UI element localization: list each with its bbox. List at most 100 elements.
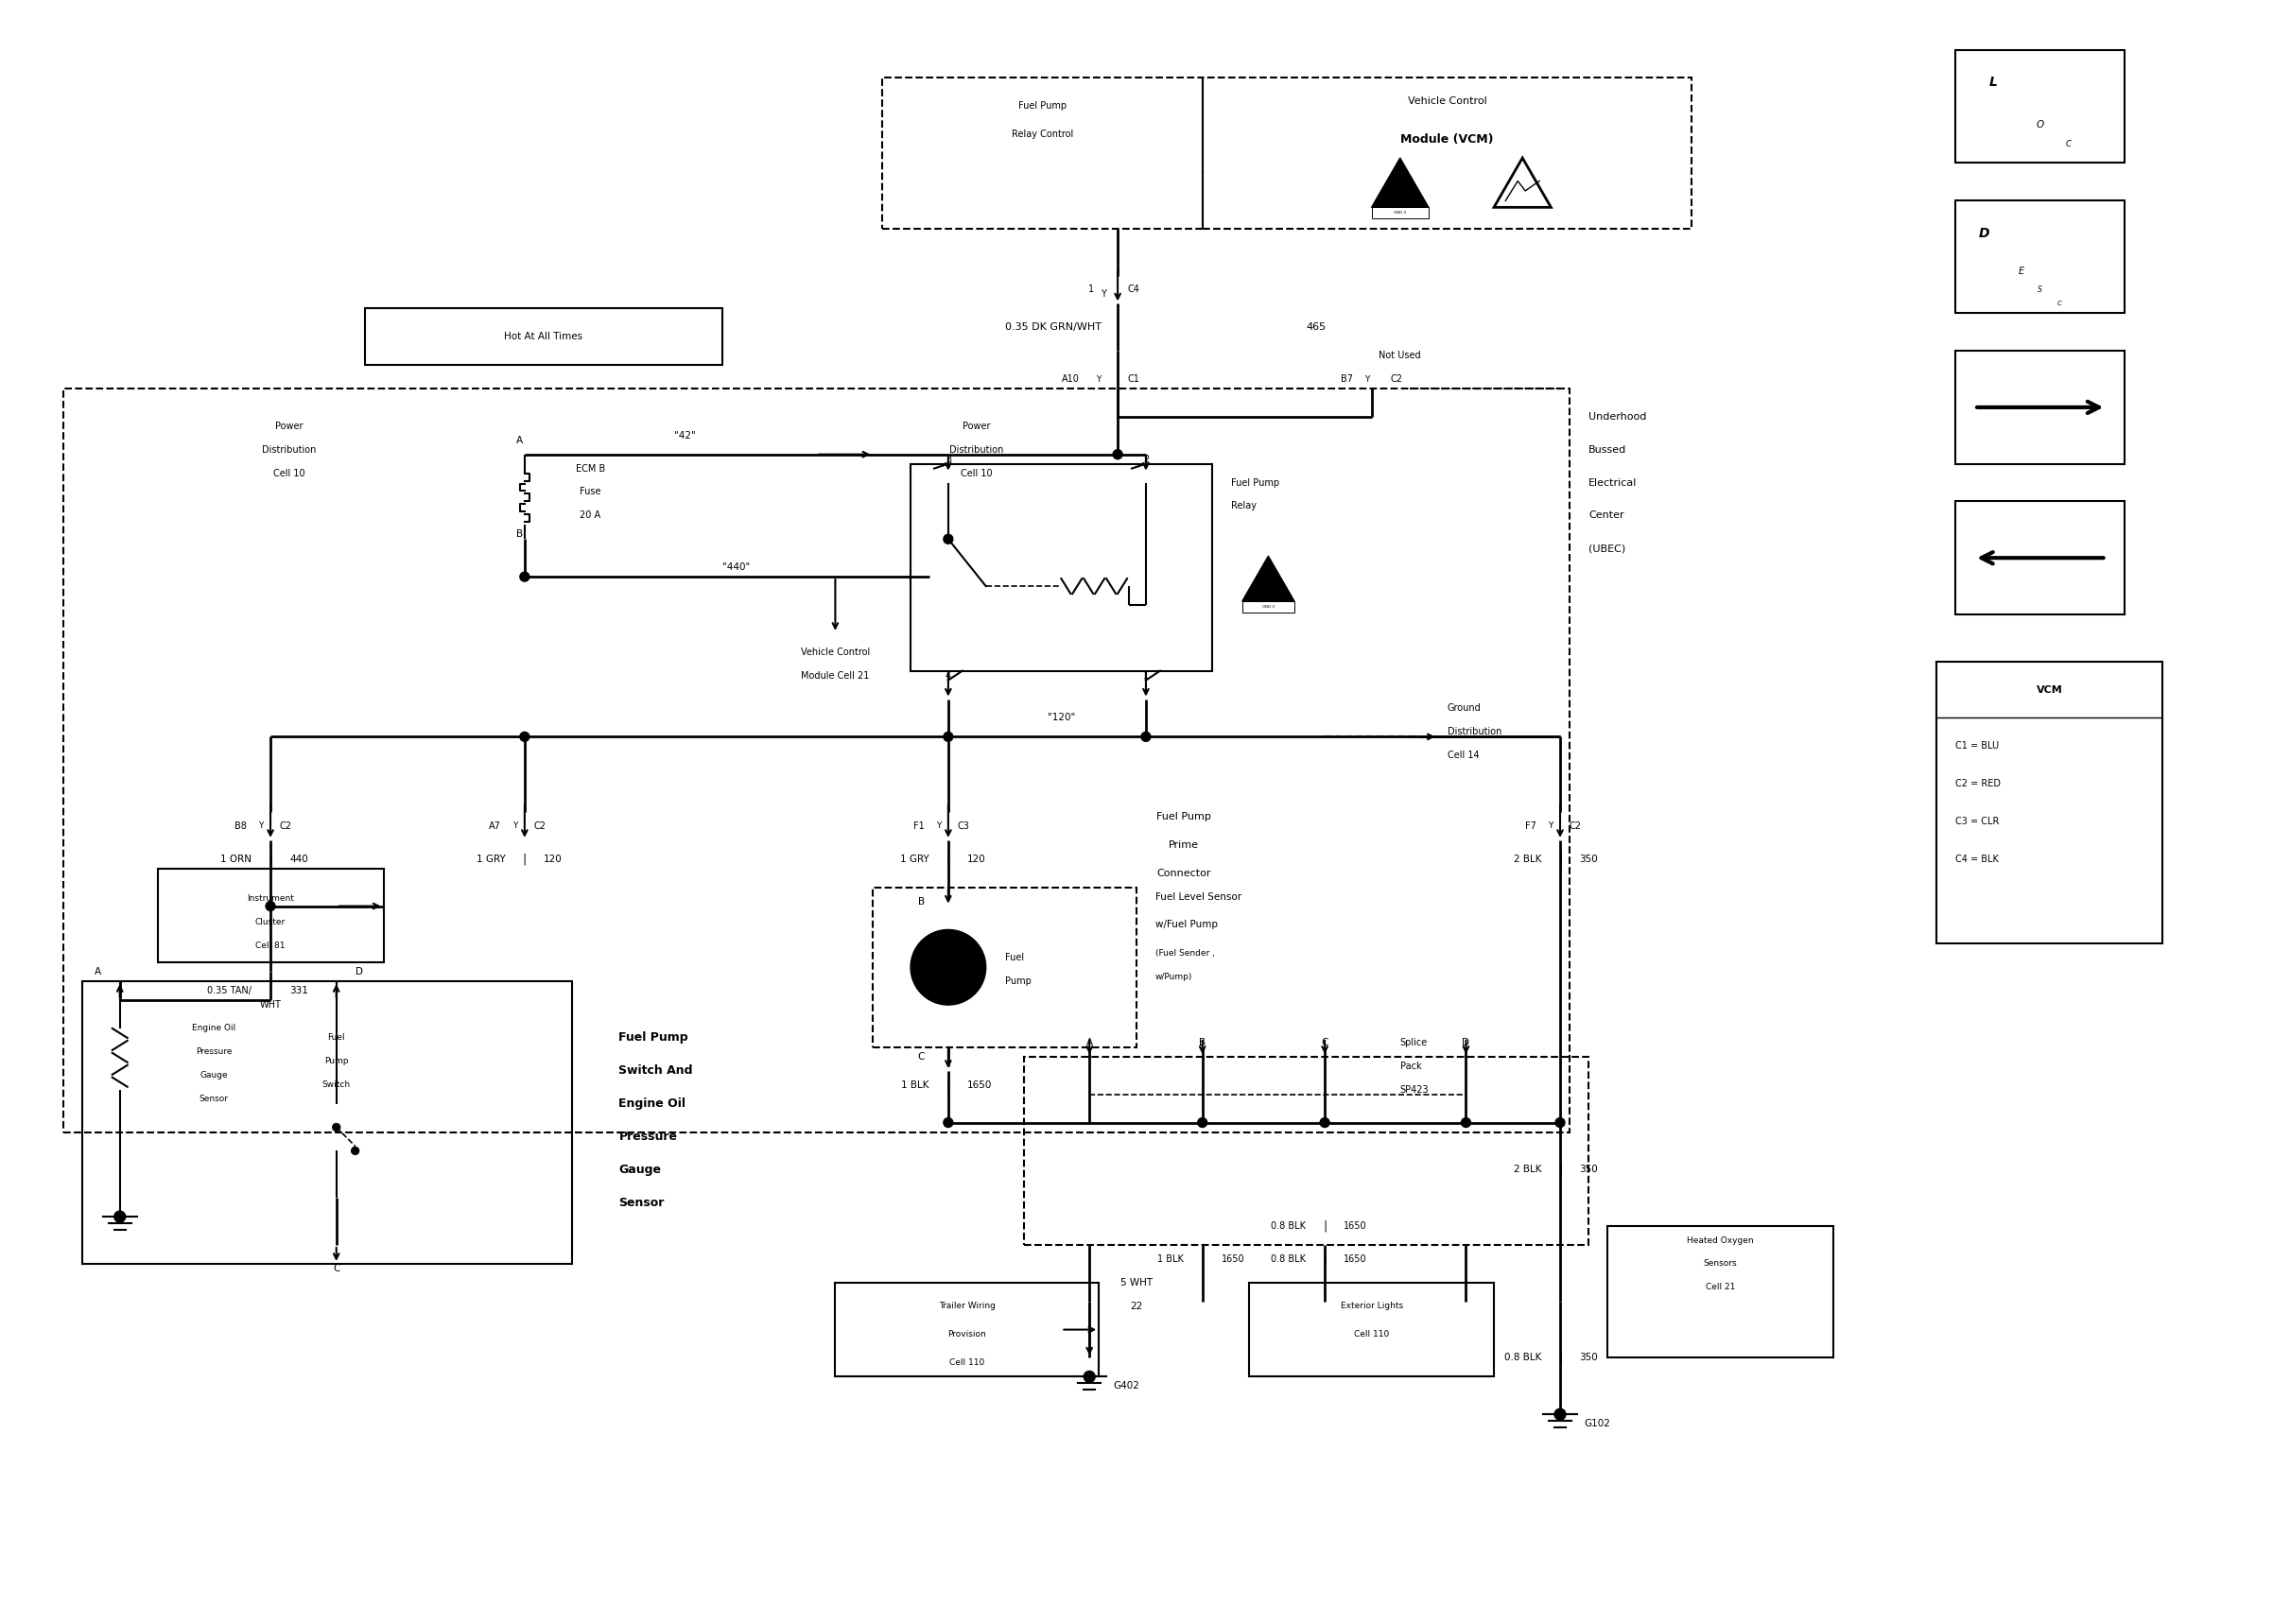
Text: Pump: Pump	[1005, 976, 1032, 986]
Circle shape	[1462, 1117, 1471, 1127]
Text: C1: C1	[1127, 375, 1139, 383]
Text: 0.8 BLK: 0.8 BLK	[1505, 1353, 1541, 1363]
Text: Prime: Prime	[1168, 840, 1198, 849]
Circle shape	[1198, 1117, 1207, 1127]
Text: "440": "440"	[723, 562, 750, 572]
Text: Pressure: Pressure	[195, 1047, 232, 1056]
Text: 0.8 BLK: 0.8 BLK	[1271, 1254, 1307, 1263]
Text: 1650: 1650	[966, 1080, 991, 1090]
Bar	[882, 78, 1202, 229]
Text: M: M	[943, 961, 955, 973]
Text: "120": "120"	[1048, 713, 1075, 723]
Text: G402: G402	[1114, 1382, 1139, 1390]
Text: (Fuel Sender ,: (Fuel Sender ,	[1155, 948, 1214, 958]
Text: Y: Y	[259, 822, 264, 830]
Text: |: |	[268, 853, 273, 866]
Text: Switch And: Switch And	[618, 1065, 693, 1077]
Text: Fuel Pump: Fuel Pump	[618, 1031, 689, 1044]
Bar	[1607, 1226, 1832, 1358]
Text: B: B	[918, 896, 925, 906]
Text: A10: A10	[1061, 375, 1080, 383]
Text: 1650: 1650	[1221, 1254, 1246, 1263]
Text: D: D	[1978, 227, 1989, 240]
Circle shape	[943, 534, 952, 544]
Text: VCM: VCM	[2037, 685, 2062, 695]
Circle shape	[352, 1147, 359, 1155]
Text: Module (VCM): Module (VCM)	[1400, 133, 1493, 145]
Bar	[1202, 78, 1691, 229]
Text: w/Pump): w/Pump)	[1155, 973, 1193, 981]
Text: Ground: Ground	[1448, 703, 1482, 713]
Bar	[1243, 601, 1293, 612]
Text: Hot At All Times: Hot At All Times	[505, 331, 582, 341]
Text: C2: C2	[534, 822, 546, 831]
Text: C3 = CLR: C3 = CLR	[1955, 817, 2000, 827]
Text: 1650: 1650	[1343, 1254, 1366, 1263]
Text: Engine Oil: Engine Oil	[193, 1025, 236, 1033]
Circle shape	[332, 1124, 341, 1130]
Text: 20 A: 20 A	[580, 512, 600, 520]
Circle shape	[943, 1117, 952, 1127]
Text: A: A	[93, 968, 100, 976]
Text: C: C	[918, 1052, 925, 1062]
Text: II: II	[1266, 581, 1271, 586]
Bar	[873, 887, 1136, 1047]
Text: Relay: Relay	[1230, 502, 1257, 512]
Text: B8: B8	[234, 822, 248, 831]
Text: Cell 110: Cell 110	[950, 1358, 984, 1367]
Text: Y: Y	[1096, 375, 1102, 383]
Text: |: |	[946, 1078, 950, 1091]
Text: 440: 440	[289, 854, 307, 864]
Text: Fuel Pump: Fuel Pump	[1157, 812, 1212, 822]
Text: C3: C3	[957, 822, 971, 831]
Text: Fuel Pump: Fuel Pump	[1018, 101, 1066, 110]
Bar	[1371, 208, 1430, 219]
Text: Underhood: Underhood	[1589, 412, 1646, 422]
Text: Sensors: Sensors	[1702, 1260, 1737, 1268]
Text: Distribution: Distribution	[1448, 728, 1502, 737]
Text: Power: Power	[275, 421, 302, 430]
Circle shape	[943, 732, 952, 742]
Text: Fuel Pump: Fuel Pump	[1230, 477, 1280, 487]
Text: |: |	[1557, 1351, 1562, 1364]
Text: Gauge: Gauge	[618, 1163, 661, 1176]
Text: E: E	[2018, 266, 2025, 276]
Text: C2: C2	[1571, 822, 1582, 831]
Text: C: C	[332, 1263, 341, 1273]
Text: SP423: SP423	[1400, 1085, 1430, 1095]
Text: D: D	[355, 968, 364, 976]
Text: Exterior Lights: Exterior Lights	[1341, 1302, 1402, 1311]
Text: C2: C2	[280, 822, 293, 831]
Text: Pack: Pack	[1400, 1062, 1421, 1070]
Text: 331: 331	[289, 986, 309, 996]
Text: |: |	[1323, 1252, 1327, 1265]
Text: Sensor: Sensor	[200, 1095, 230, 1103]
Text: 2 BLK: 2 BLK	[1514, 854, 1541, 864]
Text: "42": "42"	[673, 430, 696, 440]
Polygon shape	[1243, 555, 1293, 601]
Bar	[64, 388, 1571, 1132]
Text: Center: Center	[1589, 512, 1623, 520]
Text: Y: Y	[936, 822, 941, 830]
Text: F1: F1	[914, 822, 925, 831]
Text: Module Cell 21: Module Cell 21	[800, 671, 871, 680]
Text: Not Used: Not Used	[1380, 351, 1421, 361]
Polygon shape	[1371, 158, 1430, 208]
Text: Y: Y	[1364, 375, 1371, 383]
Text: Cell 14: Cell 14	[1448, 750, 1480, 760]
Text: Pressure: Pressure	[618, 1130, 677, 1143]
Text: Y: Y	[1100, 289, 1107, 299]
Text: Pump: Pump	[325, 1057, 348, 1065]
Text: Sensor: Sensor	[618, 1197, 664, 1208]
Text: 1: 1	[1143, 671, 1148, 680]
Text: 2: 2	[1143, 455, 1148, 464]
Text: Cell 110: Cell 110	[1355, 1330, 1389, 1338]
Text: Fuel: Fuel	[327, 1033, 345, 1043]
Bar	[1955, 50, 2125, 162]
Circle shape	[1321, 1117, 1330, 1127]
Text: Provision: Provision	[948, 1330, 986, 1338]
Text: 1: 1	[1089, 284, 1093, 294]
Text: |: |	[1557, 853, 1562, 866]
Bar	[82, 981, 573, 1263]
Text: B7: B7	[1341, 375, 1352, 383]
